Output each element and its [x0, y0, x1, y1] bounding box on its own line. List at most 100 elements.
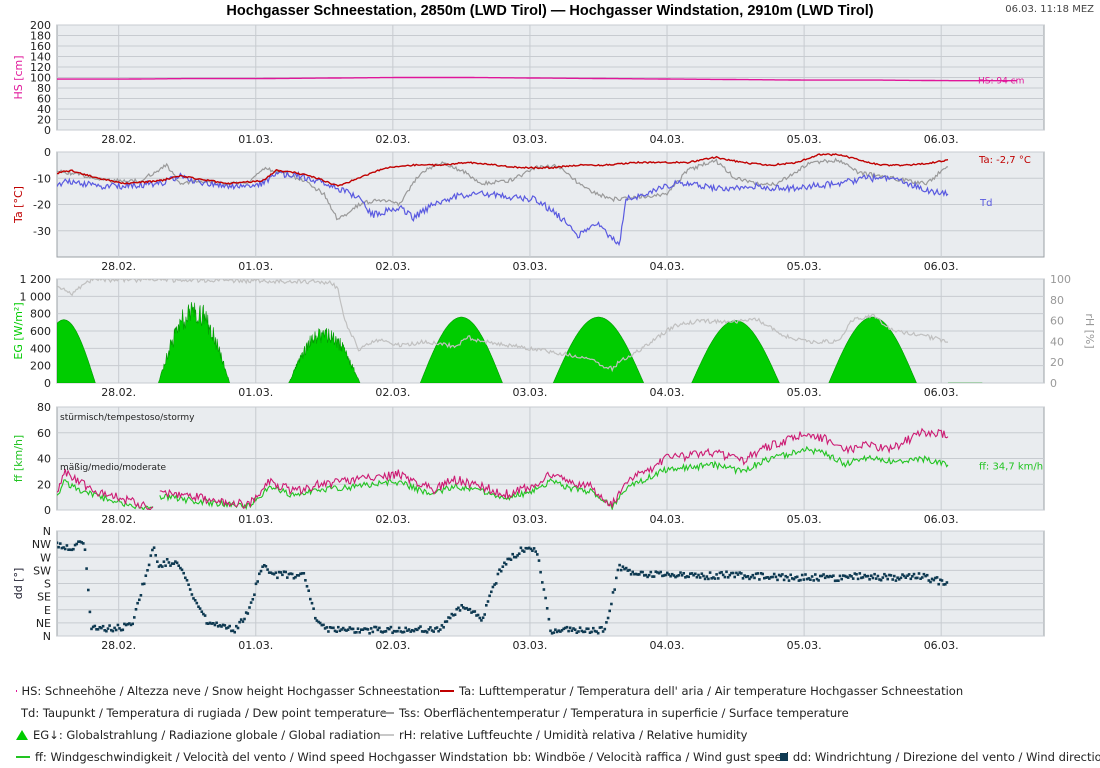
direction-point [705, 575, 709, 578]
direction-point [922, 572, 926, 576]
y-tick-label: 200 [30, 360, 51, 373]
direction-point [325, 626, 329, 629]
direction-point [608, 609, 611, 613]
direction-point [881, 576, 885, 579]
direction-point [828, 574, 832, 578]
direction-point [690, 572, 694, 575]
x-tick-label: 01.03. [238, 133, 273, 146]
direction-point [205, 622, 208, 625]
y2-tick-label: 40 [1050, 335, 1064, 348]
direction-point [328, 626, 332, 629]
direction-point [830, 575, 834, 578]
y-tick-label: 0 [44, 124, 51, 137]
direction-point [406, 629, 409, 632]
direction-point [330, 626, 333, 630]
direction-point [394, 630, 398, 633]
direction-point [478, 616, 482, 620]
direction-point [491, 585, 495, 589]
direction-point [136, 601, 139, 605]
direction-point [748, 577, 751, 581]
x-tick-label: 03.03. [512, 133, 547, 146]
direction-point [355, 631, 358, 634]
direction-point [129, 623, 133, 627]
direction-point [388, 627, 391, 631]
y2-tick-label: 20 [1050, 356, 1064, 369]
direction-point [213, 623, 217, 627]
x-tick-label: 28.02. [101, 639, 136, 652]
direction-point [735, 571, 738, 575]
direction-point [651, 575, 654, 578]
legend-line-icon [380, 734, 394, 736]
direction-point [789, 573, 792, 577]
direction-point [662, 574, 666, 577]
direction-point [366, 628, 370, 631]
direction-point [654, 570, 658, 573]
direction-point [868, 578, 871, 581]
direction-point [708, 571, 712, 574]
series-group-hs [57, 76, 1017, 82]
direction-point [899, 576, 903, 580]
direction-point [667, 573, 671, 576]
direction-point [300, 572, 304, 575]
legend-item-rh: rH: relative Luftfeuchte / Umidità relat… [380, 728, 747, 742]
direction-point [598, 626, 602, 629]
direction-point [827, 575, 830, 579]
direction-point [754, 572, 758, 576]
direction-point [490, 590, 493, 594]
direction-point [866, 574, 870, 578]
legend-label: HS: Schneehöhe / Altezza neve / Snow hei… [21, 684, 440, 698]
series-line-bb [57, 468, 154, 510]
series-line-ff [159, 445, 949, 510]
direction-point [221, 623, 225, 627]
direction-point [712, 576, 715, 579]
direction-point [266, 568, 269, 571]
end-label-ff: ff: 34,7 km/h [979, 461, 1043, 472]
direction-point [536, 553, 539, 556]
legend-item-bb: bb: Windböe / Velocità raffica / Wind gu… [508, 750, 789, 764]
x-tick-label: 05.03. [787, 133, 822, 146]
direction-point [323, 627, 327, 630]
direction-point [817, 579, 820, 582]
direction-point [208, 621, 212, 625]
direction-point [374, 625, 378, 629]
direction-point [290, 572, 294, 576]
direction-point [516, 554, 519, 557]
direction-point [837, 579, 840, 582]
direction-point [751, 573, 755, 577]
direction-point [434, 627, 437, 630]
direction-point [644, 573, 648, 577]
direction-point [600, 626, 603, 629]
direction-point [399, 630, 403, 633]
direction-point [766, 576, 769, 579]
y-tick-label: 800 [30, 308, 51, 321]
legend-line-icon [380, 712, 394, 714]
y-tick-label: 180 [30, 30, 51, 43]
direction-point [514, 555, 518, 559]
direction-point [506, 557, 509, 561]
direction-point [282, 570, 286, 573]
direction-point [248, 606, 251, 609]
direction-point [246, 612, 250, 615]
direction-point [184, 576, 187, 580]
direction-point [447, 616, 450, 619]
series-line-rh [57, 279, 948, 373]
direction-point [185, 579, 189, 582]
direction-point [934, 576, 937, 580]
direction-point [198, 607, 202, 610]
direction-point [672, 574, 676, 577]
direction-point [485, 604, 488, 607]
direction-point [643, 574, 646, 577]
x-tick-label: 02.03. [375, 639, 410, 652]
direction-point [95, 628, 98, 631]
direction-point [626, 569, 630, 572]
direction-point [702, 574, 705, 578]
direction-point [932, 578, 936, 582]
direction-point [276, 576, 279, 580]
direction-point [652, 575, 656, 578]
direction-point [292, 576, 296, 580]
legend-label: rH: relative Luftfeuchte / Umidità relat… [399, 728, 748, 742]
direction-point [376, 628, 380, 632]
direction-point [170, 562, 174, 565]
direction-point [772, 572, 776, 576]
direction-point [731, 571, 735, 575]
